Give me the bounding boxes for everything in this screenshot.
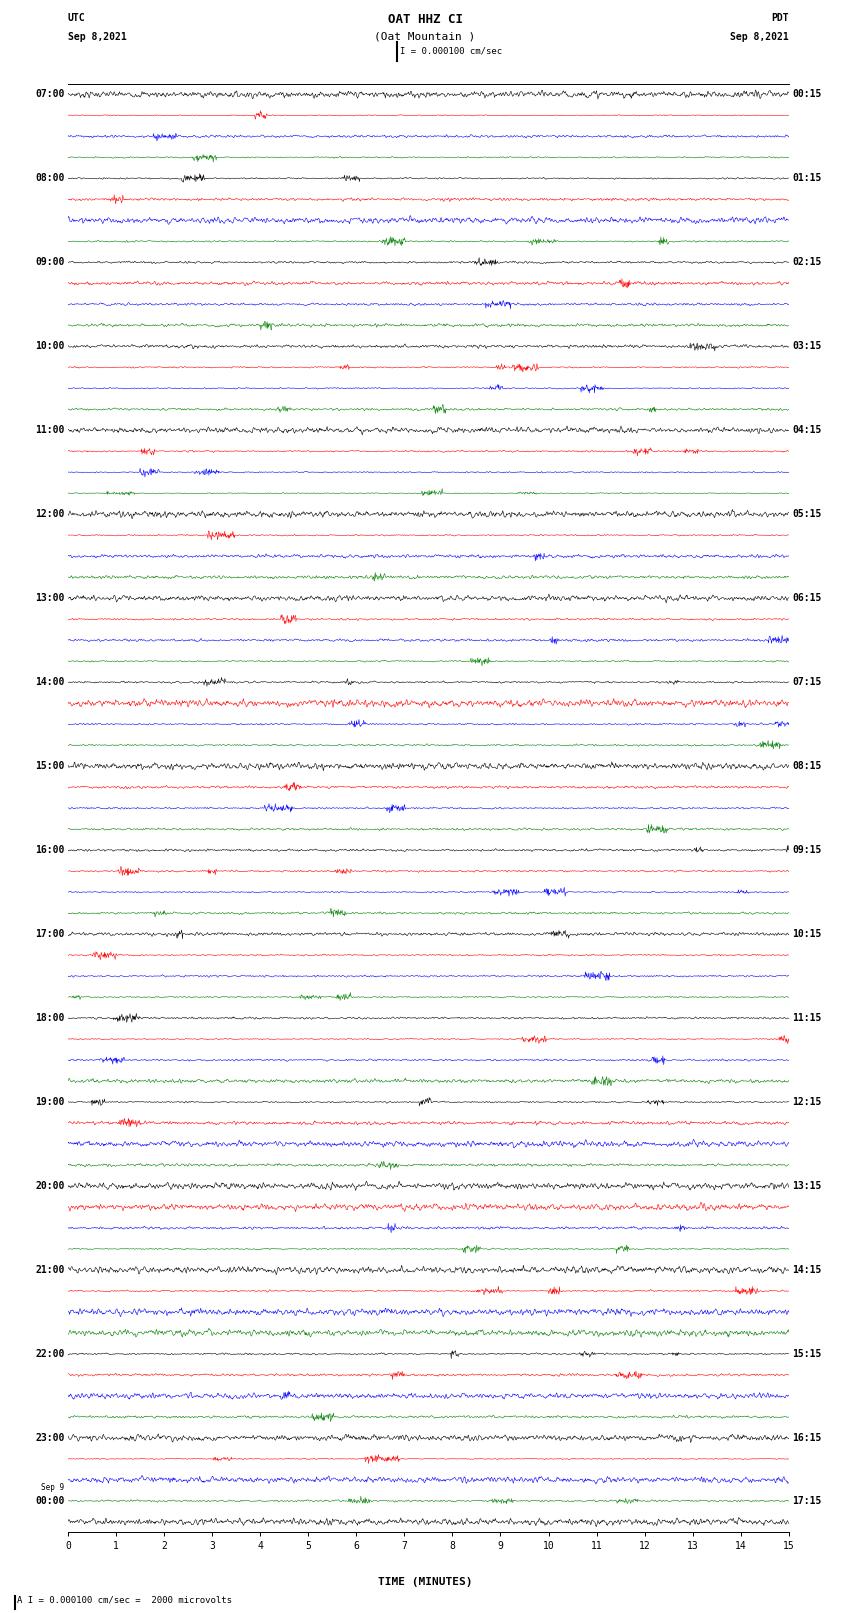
Text: 12:00: 12:00 — [35, 510, 65, 519]
Text: 21:00: 21:00 — [35, 1265, 65, 1274]
Text: 06:15: 06:15 — [792, 594, 822, 603]
Text: 12:15: 12:15 — [792, 1097, 822, 1107]
Text: 16:15: 16:15 — [792, 1432, 822, 1444]
Text: 00:15: 00:15 — [792, 89, 822, 100]
Text: 03:15: 03:15 — [792, 342, 822, 352]
Text: 17:00: 17:00 — [35, 929, 65, 939]
Text: I = 0.000100 cm/sec: I = 0.000100 cm/sec — [400, 47, 502, 56]
Text: 15:00: 15:00 — [35, 761, 65, 771]
Text: 17:15: 17:15 — [792, 1495, 822, 1507]
Text: 07:15: 07:15 — [792, 677, 822, 687]
Text: 05:15: 05:15 — [792, 510, 822, 519]
Text: 22:00: 22:00 — [35, 1348, 65, 1358]
Text: 02:15: 02:15 — [792, 258, 822, 268]
Text: 11:00: 11:00 — [35, 426, 65, 436]
Text: UTC: UTC — [68, 13, 86, 23]
Text: 14:15: 14:15 — [792, 1265, 822, 1274]
Text: PDT: PDT — [771, 13, 789, 23]
Text: 16:00: 16:00 — [35, 845, 65, 855]
Text: TIME (MINUTES): TIME (MINUTES) — [377, 1578, 473, 1587]
Text: 13:00: 13:00 — [35, 594, 65, 603]
Text: 20:00: 20:00 — [35, 1181, 65, 1190]
Text: 00:00: 00:00 — [35, 1495, 65, 1507]
Text: 08:00: 08:00 — [35, 173, 65, 184]
Text: 13:15: 13:15 — [792, 1181, 822, 1190]
Text: 19:00: 19:00 — [35, 1097, 65, 1107]
Text: 10:15: 10:15 — [792, 929, 822, 939]
Text: OAT HHZ CI: OAT HHZ CI — [388, 13, 462, 26]
Text: 15:15: 15:15 — [792, 1348, 822, 1358]
Text: 04:15: 04:15 — [792, 426, 822, 436]
Text: Sep 8,2021: Sep 8,2021 — [730, 32, 789, 42]
Text: Sep 9: Sep 9 — [42, 1482, 65, 1492]
Text: 14:00: 14:00 — [35, 677, 65, 687]
Text: 07:00: 07:00 — [35, 89, 65, 100]
Text: 11:15: 11:15 — [792, 1013, 822, 1023]
Text: 23:00: 23:00 — [35, 1432, 65, 1444]
Text: 18:00: 18:00 — [35, 1013, 65, 1023]
Text: (Oat Mountain ): (Oat Mountain ) — [374, 32, 476, 42]
Text: 09:15: 09:15 — [792, 845, 822, 855]
Text: 08:15: 08:15 — [792, 761, 822, 771]
Text: 01:15: 01:15 — [792, 173, 822, 184]
Text: 10:00: 10:00 — [35, 342, 65, 352]
Text: 09:00: 09:00 — [35, 258, 65, 268]
Text: A I = 0.000100 cm/sec =  2000 microvolts: A I = 0.000100 cm/sec = 2000 microvolts — [17, 1595, 232, 1605]
Text: Sep 8,2021: Sep 8,2021 — [68, 32, 127, 42]
